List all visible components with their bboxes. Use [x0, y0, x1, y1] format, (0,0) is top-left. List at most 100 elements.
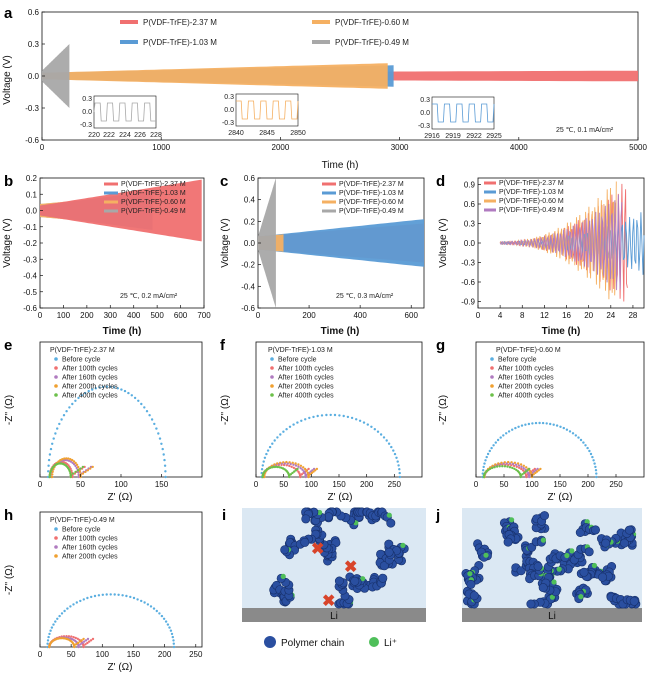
point-tail-f-3 — [309, 473, 312, 476]
point-g-0 — [531, 422, 534, 425]
point-tail-e-3 — [91, 465, 94, 469]
polymer-bead — [378, 573, 388, 583]
point-f-0 — [320, 414, 324, 417]
inset3-yt0: 0.3 — [420, 97, 430, 104]
point-f-0 — [333, 413, 337, 417]
panel-b-condition: 25 ℃, 0.2 mA/cm² — [120, 293, 178, 300]
point-e-0 — [51, 442, 54, 445]
point-f-0 — [296, 421, 299, 424]
point-e-0 — [163, 458, 166, 462]
point-f-0 — [393, 452, 397, 456]
legend-a-103: P(VDF-TrFE)-1.03 M — [143, 38, 217, 47]
panel-c-ylabel: Voltage (V) — [220, 218, 231, 267]
point-g-0 — [595, 475, 598, 479]
panel-j-li-label: Li — [548, 611, 556, 622]
ytick-label-a: 0.0 — [28, 72, 40, 81]
point-f-0 — [262, 460, 265, 463]
panel-g-ylabel: -Z'' (Ω) — [438, 395, 449, 425]
point-g-3 — [497, 462, 500, 465]
xtick-label-b: 300 — [104, 311, 118, 320]
point-g-1 — [521, 469, 525, 472]
inset3-xt1: 2919 — [445, 133, 461, 140]
point-h-0 — [60, 612, 64, 615]
point-e-0 — [143, 406, 146, 409]
point-e-2 — [69, 460, 73, 463]
panel-d-label: d — [436, 173, 445, 190]
point-g-0 — [499, 436, 502, 439]
point-e-0 — [80, 394, 84, 397]
point-g-0 — [577, 436, 580, 439]
xtick-label-g: 200 — [581, 480, 595, 489]
polymer-bead — [379, 561, 389, 571]
point-h-0 — [75, 601, 79, 604]
point-f-2 — [303, 472, 307, 475]
ytick-label-d: 0.6 — [464, 200, 476, 209]
inset2-yt1: 0.0 — [224, 107, 234, 114]
point-h-0 — [121, 594, 124, 597]
point-f-2 — [301, 468, 304, 471]
xtick-label-c: 0 — [256, 311, 261, 320]
inset3-yt1: 0.0 — [420, 110, 430, 117]
point-h-0 — [48, 632, 51, 636]
point-f-0 — [387, 442, 391, 445]
point-g-0 — [579, 438, 583, 442]
ytick-label-d: 0.9 — [464, 181, 476, 190]
schematic-legend: Polymer chain Li⁺ — [264, 636, 397, 649]
li-ion-bead — [564, 552, 570, 559]
point-e-0 — [71, 402, 74, 406]
point-e-0 — [113, 386, 116, 389]
polymer-bead — [280, 545, 290, 555]
point-e-0 — [74, 399, 77, 402]
point-tail-h-1 — [91, 637, 95, 641]
panel-a-series — [42, 44, 638, 108]
panel-i-label: i — [222, 507, 226, 524]
panel-a-legend: P(VDF-TrFE)-2.37 M P(VDF-TrFE)-0.60 M P(… — [120, 18, 409, 47]
point-e-3 — [65, 457, 68, 460]
point-g-2 — [524, 468, 527, 471]
point-h-0 — [172, 645, 176, 649]
panel-d-ylabel: Voltage (V) — [438, 218, 449, 267]
polymer-bead — [629, 596, 639, 606]
point-h-0 — [90, 595, 93, 599]
panel-b-legend: P(VDF-TrFE)-2.37 M P(VDF-TrFE)-1.03 M P(… — [104, 181, 186, 215]
point-g-0 — [565, 428, 569, 431]
panel-i-chains — [269, 507, 409, 609]
point-f-0 — [285, 428, 288, 431]
polymer-bead — [503, 537, 513, 547]
point-tail-e-3 — [81, 472, 85, 475]
panel-a-xlabel: Time (h) — [322, 160, 359, 171]
point-f-0 — [308, 416, 311, 420]
point-g-0 — [534, 421, 538, 425]
inset1-xt4: 228 — [150, 132, 162, 139]
point-h-0 — [109, 593, 112, 596]
series-d-3 — [499, 194, 623, 291]
polymer-bead — [300, 537, 310, 547]
point-g-1 — [515, 465, 518, 468]
point-g-3 — [491, 464, 494, 467]
panel-f-xlabel: Z' (Ω) — [328, 492, 353, 503]
legend-marker-h-2 — [54, 545, 58, 549]
point-f-0 — [346, 415, 350, 419]
point-g-0 — [494, 441, 497, 444]
legend-marker-g-1 — [490, 366, 494, 370]
point-e-0 — [109, 385, 112, 389]
panel-h-legend: Before cycle After 100th cycles After 160t… — [54, 527, 118, 561]
point-f-0 — [370, 425, 373, 428]
point-h-0 — [97, 594, 101, 597]
legend-c-0: P(VDF-TrFE)-2.37 M — [339, 181, 404, 188]
point-g-3 — [528, 469, 531, 472]
xtick-label-e: 0 — [38, 480, 43, 489]
point-tail-g-3 — [537, 469, 540, 472]
point-e-4 — [48, 475, 51, 479]
panel-d-series — [499, 181, 645, 302]
point-tail-h-3 — [82, 637, 85, 641]
xtick-label-f: 150 — [332, 480, 346, 489]
point-g-0 — [571, 432, 575, 435]
point-e-3 — [67, 457, 70, 460]
point-h-0 — [58, 614, 61, 618]
legend-label-f-2: After 160th cycles — [278, 375, 334, 382]
legend-marker-g-3 — [490, 384, 494, 388]
legend-label-e-4: After 400th cycles — [62, 393, 118, 400]
point-tail-h-3 — [73, 644, 76, 647]
polymer-bead — [516, 566, 526, 576]
